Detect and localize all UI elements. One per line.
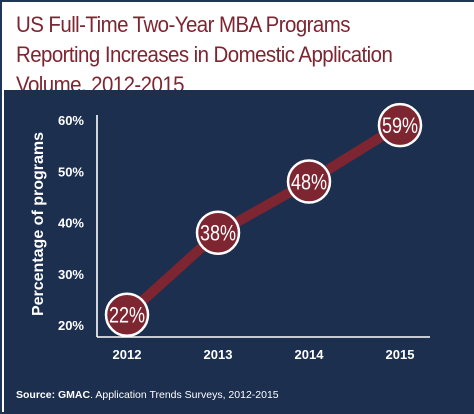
data-point-marker — [195, 210, 241, 255]
source-label: Source: — [16, 389, 56, 401]
data-label: 59% — [382, 115, 418, 139]
x-tick-label: 2013 — [204, 347, 233, 362]
title-area: US Full-Time Two-Year MBA Programs Repor… — [2, 2, 474, 97]
series-line — [122, 120, 405, 320]
data-point-marker — [104, 292, 150, 337]
y-tick-label: 40% — [58, 216, 84, 231]
y-tick-label: 20% — [58, 318, 84, 333]
source-org: GMAC — [58, 389, 91, 401]
series — [122, 120, 405, 320]
data-point-marker — [377, 102, 423, 148]
y-tick-label: 30% — [58, 267, 84, 282]
x-ticks: 2012 2013 2014 2015 — [113, 347, 415, 362]
x-tick-label: 2012 — [113, 347, 142, 362]
x-tick-label: 2014 — [295, 347, 325, 362]
x-tick-label: 2015 — [386, 347, 415, 362]
data-label: 48% — [291, 171, 327, 195]
source-text: . Application Trends Surveys, 2012-2015 — [90, 389, 279, 401]
y-axis-label: Percentage of programs — [30, 132, 47, 316]
data-label: 38% — [200, 222, 236, 246]
axes — [96, 115, 430, 338]
data-label: 22% — [109, 304, 145, 328]
y-tick-label: 60% — [58, 113, 84, 128]
y-ticks: 20% 30% 40% 50% 60% — [58, 113, 84, 333]
data-points: 22% 38% 48% 59% — [104, 102, 423, 337]
source-note: Source: GMAC. Application Trends Surveys… — [16, 389, 279, 401]
chart-title: US Full-Time Two-Year MBA Programs Repor… — [16, 12, 393, 97]
y-tick-label: 50% — [58, 164, 84, 179]
data-point-marker — [286, 159, 332, 204]
